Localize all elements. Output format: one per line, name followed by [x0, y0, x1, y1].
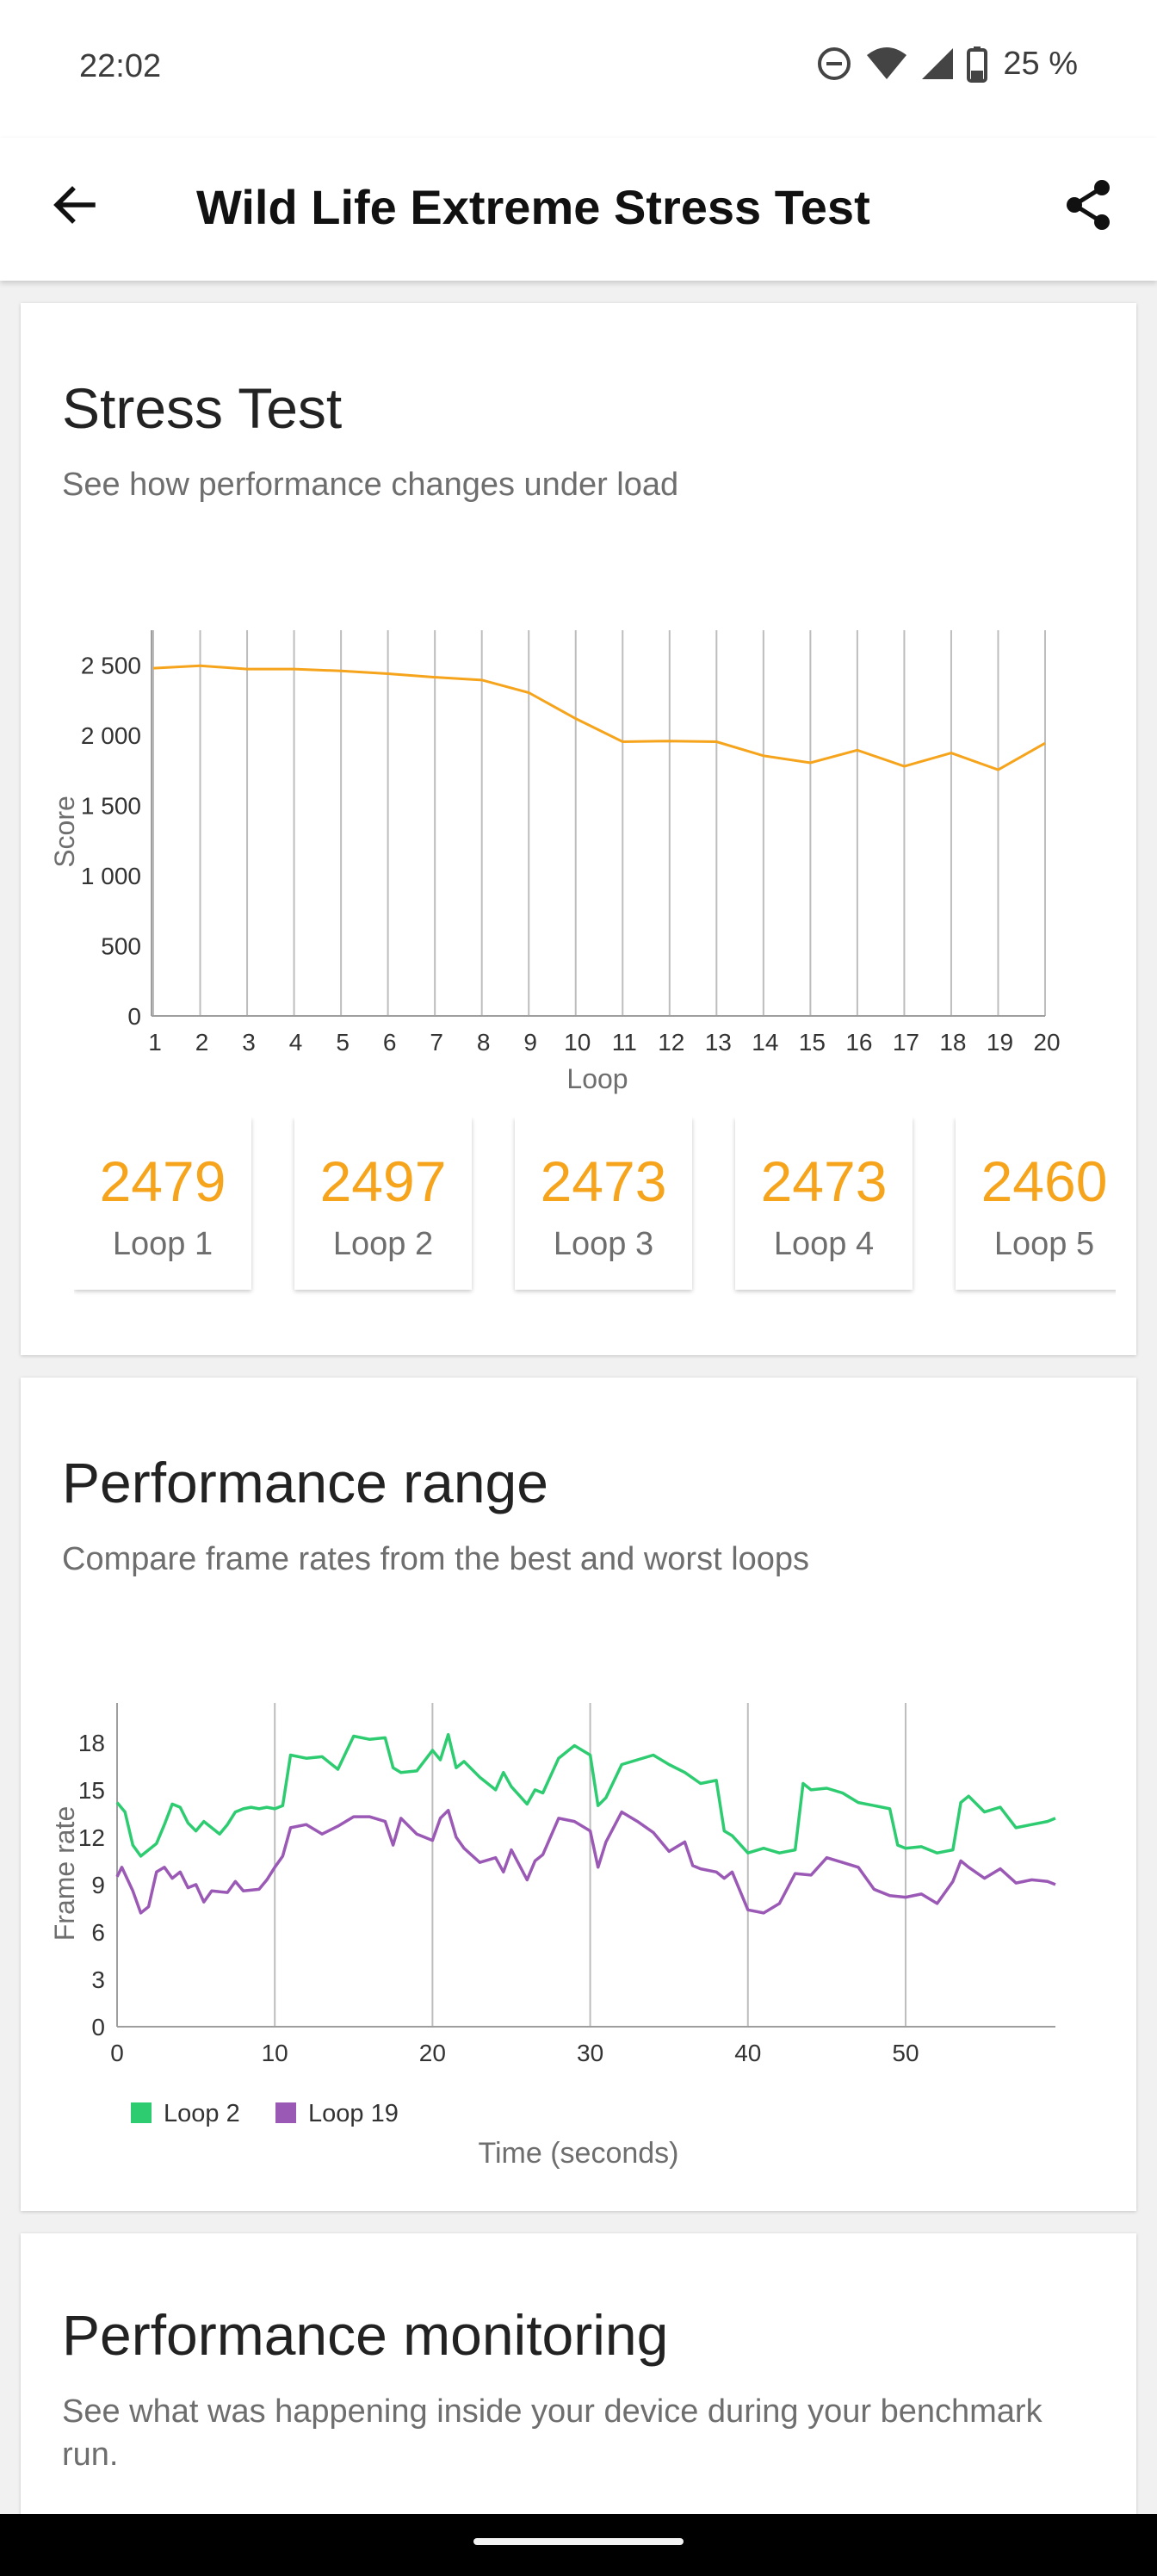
- y-axis-label: Score: [49, 796, 80, 868]
- share-icon: [1067, 180, 1110, 230]
- x-axis-label: Loop: [566, 1063, 628, 1094]
- x-tick-label: 16: [845, 1029, 872, 1056]
- x-tick-label: 3: [242, 1029, 256, 1056]
- legend-label: Loop 2: [164, 2100, 240, 2127]
- y-tick-label: 15: [78, 1777, 105, 1804]
- y-tick-label: 1 000: [81, 863, 141, 889]
- x-tick-label: 12: [658, 1029, 684, 1056]
- x-tick-label: 10: [564, 1029, 591, 1056]
- performance-monitoring-subtitle: See what was happening inside your devic…: [62, 2393, 1043, 2473]
- performance-range-title: Performance range: [62, 1451, 548, 1514]
- navigation-bar: [0, 2514, 1157, 2576]
- loop-tile[interactable]: 2497 Loop 2: [294, 1118, 472, 1290]
- y-tick-label: 0: [127, 1003, 141, 1030]
- x-axis-label: Time (seconds): [478, 2137, 678, 2170]
- x-tick-label: 5: [336, 1029, 350, 1056]
- loop-tile[interactable]: 2473 Loop 3: [515, 1118, 692, 1290]
- y-tick-label: 12: [78, 1824, 105, 1851]
- x-tick-label: 8: [477, 1029, 491, 1056]
- performance-range-card: Performance range Compare frame rates fr…: [21, 1378, 1136, 2211]
- x-tick-label: 6: [383, 1029, 397, 1056]
- loop-label: Loop 5: [993, 1226, 1095, 1262]
- performance-range-subtitle: Compare frame rates from the best and wo…: [62, 1541, 810, 1577]
- status-time: 22:02: [79, 48, 162, 84]
- do-not-disturb-icon: [818, 47, 851, 80]
- x-tick-label: 0: [110, 2040, 124, 2066]
- y-tick-label: 500: [101, 933, 141, 960]
- loop-score: 2473: [760, 1149, 888, 1213]
- home-gesture-handle[interactable]: [473, 2538, 684, 2545]
- y-tick-label: 18: [78, 1730, 105, 1756]
- status-bar: 22:02 25 %: [0, 0, 1157, 138]
- loop-score-tiles[interactable]: 2479 Loop 1 2497 Loop 2 2473 Loop 3 2473…: [74, 1118, 1116, 1307]
- loop-score: 2473: [540, 1149, 667, 1213]
- x-tick-label: 20: [1033, 1029, 1060, 1056]
- y-axis-label: Frame rate: [49, 1806, 80, 1941]
- x-tick-label: 19: [987, 1029, 1013, 1056]
- loop-score: 2479: [99, 1149, 226, 1213]
- y-tick-label: 2 500: [81, 653, 141, 679]
- series-line-loop-2: [115, 1732, 1056, 1858]
- x-tick-label: 30: [577, 2040, 603, 2066]
- loop-tile[interactable]: 2479 Loop 1: [74, 1118, 251, 1290]
- y-tick-label: 0: [91, 2014, 105, 2040]
- x-tick-label: 9: [523, 1029, 537, 1056]
- x-tick-label: 2: [195, 1029, 209, 1056]
- cell-signal-icon: [922, 48, 954, 79]
- battery-icon: [967, 46, 988, 83]
- x-tick-label: 4: [289, 1029, 303, 1056]
- score-series-line: [152, 664, 1046, 771]
- x-tick-label: 15: [799, 1029, 826, 1056]
- legend-label: Loop 19: [308, 2100, 399, 2127]
- loop-label: Loop 2: [332, 1226, 434, 1262]
- loop-score: 2497: [319, 1149, 447, 1213]
- x-tick-label: 13: [705, 1029, 732, 1056]
- x-tick-label: 50: [892, 2040, 919, 2066]
- stress-test-title: Stress Test: [62, 376, 343, 440]
- frame-rate-chart: 0 3 6 9 12 15 18 0 10 20 30 40 50 Frame rate Time (sec…: [49, 1703, 1056, 2170]
- x-tick-label: 10: [262, 2040, 288, 2066]
- loop-tile[interactable]: 2460 Loop 5: [956, 1118, 1116, 1290]
- series-line-loop-19: [115, 1808, 1056, 1915]
- x-tick-label: 40: [734, 2040, 761, 2066]
- y-tick-label: 2 000: [81, 722, 141, 749]
- performance-monitoring-title: Performance monitoring: [62, 2303, 669, 2367]
- y-tick-label: 6: [91, 1919, 105, 1946]
- loop-label: Loop 3: [553, 1226, 654, 1262]
- legend-swatch: [131, 2102, 152, 2123]
- arrow-left-icon: [53, 186, 96, 224]
- y-tick-label: 3: [91, 1966, 105, 1993]
- loop-label: Loop 1: [112, 1226, 213, 1262]
- page-title: Wild Life Extreme Stress Test: [196, 180, 870, 234]
- loop-label: Loop 4: [773, 1226, 875, 1262]
- stress-test-subtitle: See how performance changes under load: [62, 467, 679, 503]
- app-bar: Wild Life Extreme Stress Test: [0, 138, 1157, 281]
- x-tick-label: 18: [939, 1029, 966, 1056]
- x-tick-label: 11: [612, 1029, 637, 1056]
- y-tick-label: 1 500: [81, 793, 141, 820]
- stress-test-card: Stress Test See how performance changes …: [21, 303, 1136, 1355]
- x-tick-label: 1: [148, 1029, 162, 1056]
- x-tick-label: 14: [752, 1029, 778, 1056]
- back-button[interactable]: [40, 170, 108, 239]
- y-tick-label: 9: [91, 1872, 105, 1898]
- wifi-icon: [867, 47, 907, 79]
- x-tick-label: 20: [419, 2040, 446, 2066]
- share-button[interactable]: [1054, 170, 1123, 239]
- x-tick-label: 17: [893, 1029, 919, 1056]
- loop-score: 2460: [981, 1149, 1108, 1213]
- x-tick-label: 7: [430, 1029, 443, 1056]
- battery-percent: 25 %: [1003, 45, 1078, 82]
- legend-swatch: [275, 2102, 296, 2123]
- loop-tile[interactable]: 2473 Loop 4: [735, 1118, 913, 1290]
- status-icons: 25 %: [815, 45, 1078, 83]
